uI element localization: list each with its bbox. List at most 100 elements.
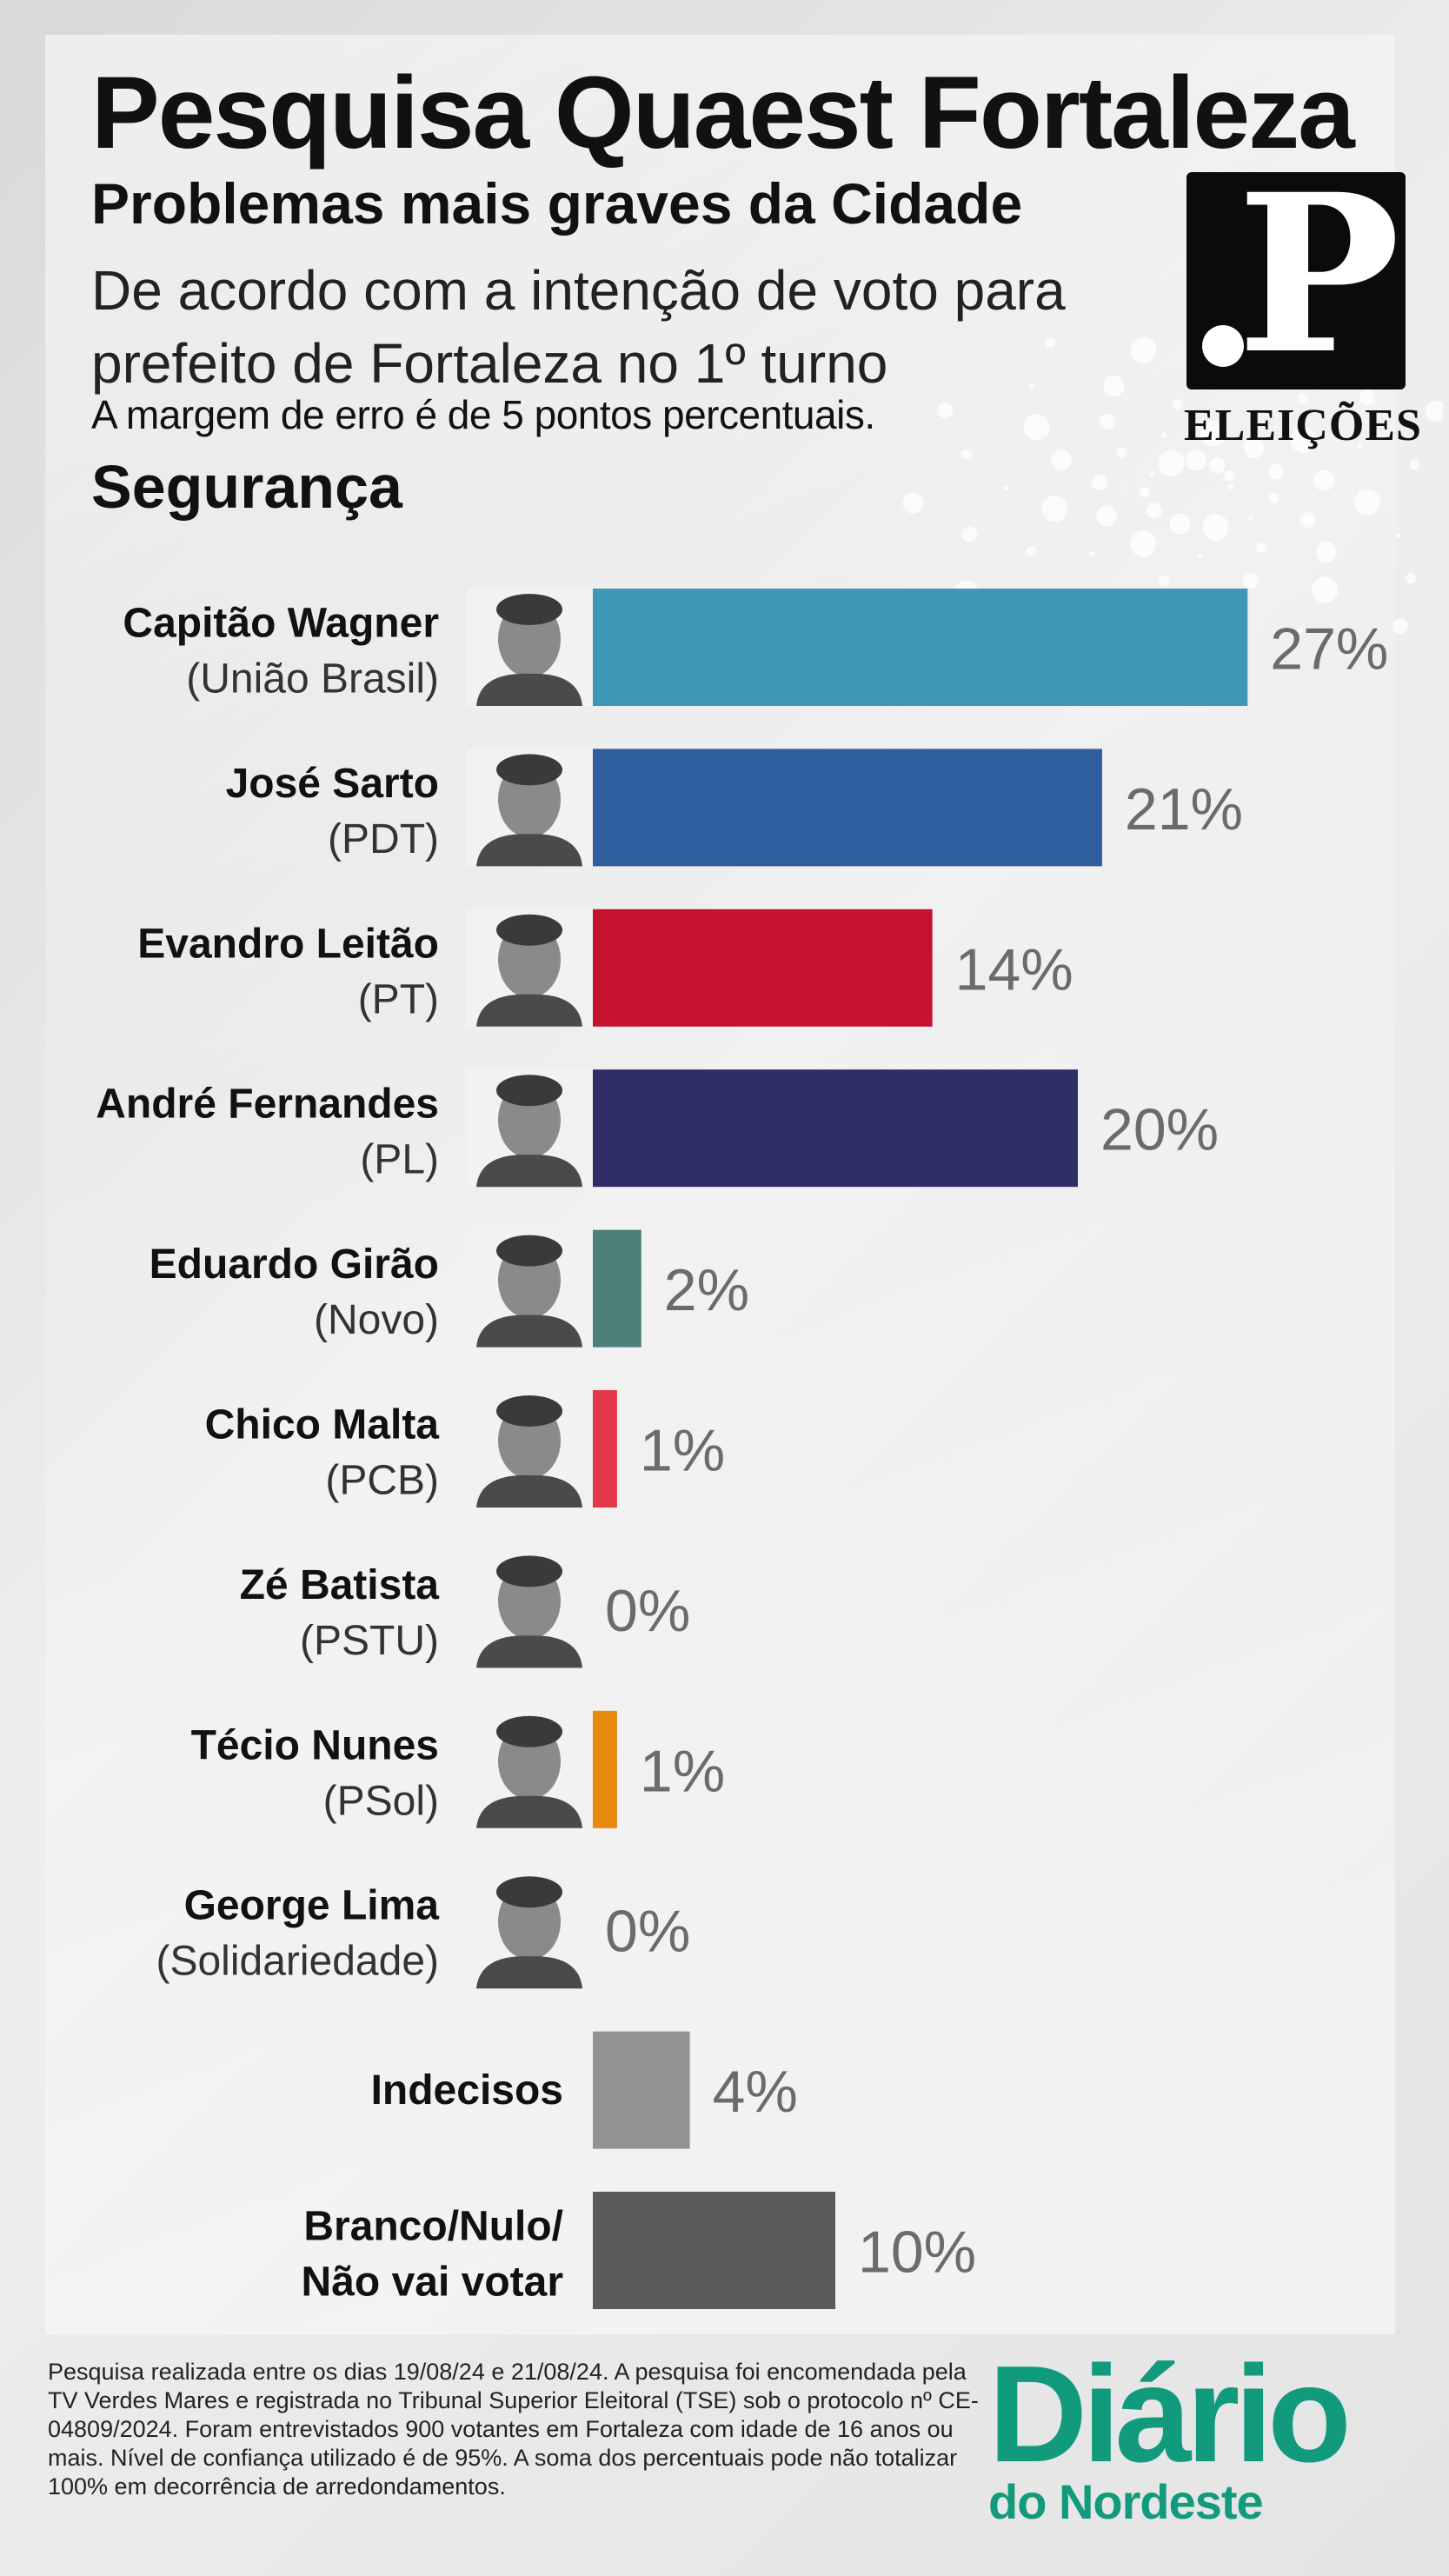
- chart-row: Capitão Wagner (União Brasil) 27%: [123, 589, 1388, 706]
- candidate-party-label: (PCB): [325, 1458, 439, 1504]
- decorative-dot: [1091, 474, 1107, 490]
- diario-do-nordeste-logo: Diário do Nordeste: [988, 2338, 1406, 2529]
- bar: [593, 1069, 1078, 1188]
- brand-subname: do Nordeste: [988, 2474, 1264, 2529]
- bar: [593, 1710, 617, 1828]
- chart-row: José Sarto (PDT) 21%: [226, 749, 1243, 867]
- bar: [593, 1390, 617, 1508]
- candidate-party-label: Não vai votar: [302, 2260, 563, 2306]
- candidate-name-label: Eduardo Girão: [150, 1241, 439, 1288]
- candidate-photo: [467, 909, 593, 1027]
- bar: [593, 749, 1102, 867]
- bar-value-label: 1%: [640, 1418, 725, 1484]
- decorative-dot: [1139, 487, 1150, 498]
- decorative-dot: [1313, 469, 1335, 491]
- decorative-dot: [1197, 553, 1203, 559]
- decorative-dot: [1050, 449, 1072, 471]
- decorative-dot: [1045, 336, 1056, 348]
- page-subtitle: Problemas mais graves da Cidade: [91, 171, 1023, 236]
- decorative-dot: [1116, 447, 1127, 458]
- bar: [593, 589, 1248, 706]
- bar: [593, 1229, 641, 1348]
- decorative-dot: [1409, 459, 1420, 470]
- decorative-dot: [1297, 627, 1303, 633]
- decorative-dot: [1200, 420, 1226, 447]
- chart-row: Chico Malta (PCB) 1%: [205, 1390, 725, 1508]
- chart-row: Zé Batista (PSTU) 0%: [240, 1550, 690, 1668]
- decorative-dot: [1146, 503, 1162, 519]
- category-heading: Segurança: [91, 453, 402, 521]
- description-text: De acordo com a intenção de voto para pr…: [91, 259, 1066, 395]
- candidate-photo: [467, 1550, 593, 1668]
- decorative-dot: [1312, 576, 1339, 603]
- bar-value-label: 0%: [605, 1899, 690, 1965]
- decorative-dot: [1255, 542, 1266, 553]
- logo-caption: ELEIÇÕES: [1184, 401, 1422, 450]
- decorative-dot: [1130, 336, 1157, 363]
- decorative-dot: [1172, 398, 1183, 409]
- logo-letter: P: [1237, 146, 1400, 402]
- decorative-dot: [1103, 376, 1125, 397]
- margin-of-error-note: A margem de erro é de 5 pontos percentua…: [91, 392, 875, 437]
- decorative-dot: [1149, 472, 1155, 478]
- bar-value-label: 4%: [713, 2059, 798, 2125]
- decorative-dot: [1158, 575, 1169, 586]
- bar-value-label: 2%: [664, 1257, 749, 1323]
- bar-chart: Capitão Wagner (União Brasil) 27% José Sart…: [96, 589, 1388, 2309]
- decorative-dot: [1353, 489, 1380, 516]
- chart-row: André Fernandes (PL) 20%: [96, 1069, 1219, 1188]
- decorative-dot: [1243, 436, 1265, 458]
- decorative-dot: [1224, 470, 1235, 482]
- decorative-dot: [1315, 541, 1337, 562]
- candidate-name-label: Chico Malta: [205, 1402, 440, 1448]
- bar-value-label: 20%: [1100, 1097, 1219, 1163]
- decorative-dot: [1026, 545, 1037, 556]
- decorative-dot: [961, 449, 973, 460]
- opovo-logo: P: [1186, 165, 1406, 389]
- brand-name: Diário: [988, 2338, 1352, 2491]
- candidate-name-label: George Lima: [184, 1883, 440, 1929]
- candidate-photo: [467, 589, 593, 706]
- candidate-name-label: Evandro Leitão: [137, 921, 439, 967]
- page-title: Pesquisa Quaest Fortaleza: [91, 56, 1355, 170]
- chart-row: Evandro Leitão (PT) 14%: [137, 909, 1073, 1027]
- bar: [593, 2031, 690, 2149]
- bar-value-label: 0%: [605, 1578, 690, 1644]
- bar-value-label: 1%: [640, 1738, 725, 1804]
- bar-value-label: 10%: [858, 2220, 976, 2286]
- decorative-dot: [1228, 484, 1233, 489]
- candidate-photo: [467, 1390, 593, 1508]
- bar: [593, 2192, 835, 2309]
- logo-dot-icon: [1202, 325, 1244, 367]
- decorative-dot: [1028, 383, 1034, 389]
- candidate-party-label: (PSol): [323, 1778, 439, 1824]
- candidate-name-label: André Fernandes: [96, 1082, 439, 1128]
- decorative-dot: [1242, 572, 1259, 589]
- decorative-dot: [1290, 427, 1317, 454]
- candidate-party-label: (PT): [358, 976, 439, 1022]
- chart-row: Branco/Nulo/Não vai votar 10%: [302, 2192, 976, 2309]
- chart-row: George Lima (Solidariedade) 0%: [156, 1871, 690, 1989]
- decorative-dot: [1202, 514, 1229, 541]
- chart-row: Indecisos 4%: [371, 2031, 798, 2149]
- decorative-dot: [1426, 400, 1443, 422]
- candidate-name-label: Branco/Nulo/: [303, 2204, 563, 2250]
- decorative-dot: [1406, 573, 1417, 584]
- decorative-dot: [1267, 463, 1284, 480]
- decorative-dot: [1186, 449, 1207, 471]
- decorative-dot: [1158, 449, 1185, 476]
- decorative-dot: [961, 526, 978, 542]
- decorative-dot: [937, 402, 954, 418]
- decorative-dot: [902, 492, 924, 514]
- decorative-dot: [1161, 432, 1167, 438]
- decorative-dot: [1209, 457, 1226, 474]
- candidate-name-label: José Sarto: [226, 761, 439, 807]
- candidate-name-label: Zé Batista: [240, 1562, 440, 1608]
- bar-value-label: 14%: [955, 936, 1073, 1002]
- candidate-party-label: (PSTU): [300, 1618, 439, 1664]
- candidate-name-label: Capitão Wagner: [123, 601, 439, 647]
- decorative-dot: [1395, 533, 1401, 539]
- methodology-footnote: Pesquisa realizada entre os dias 19/08/2…: [48, 2359, 979, 2499]
- decorative-dot: [1356, 443, 1362, 449]
- chart-row: Eduardo Girão (Novo) 2%: [150, 1229, 749, 1348]
